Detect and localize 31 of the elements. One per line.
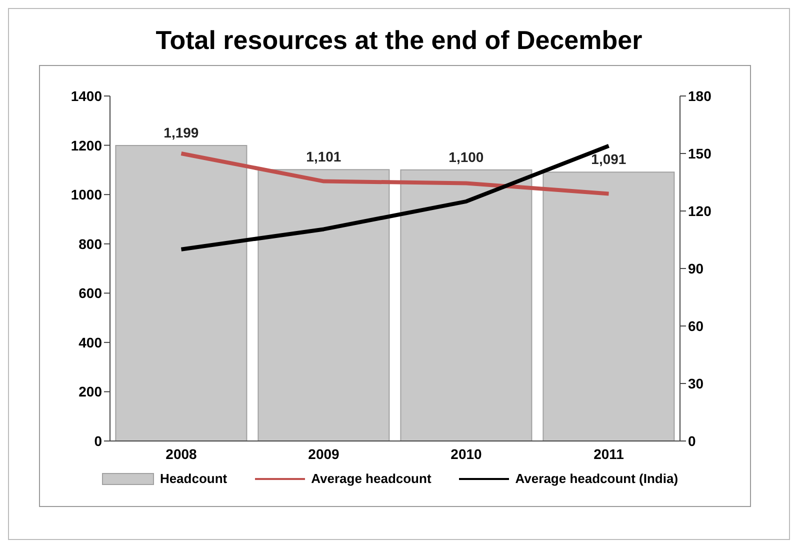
y-tick-label: 200 [78, 384, 102, 400]
x-tick-label: 2009 [308, 446, 340, 462]
data-label: 1,199 [164, 124, 199, 141]
x-tick-label: 2008 [166, 446, 198, 462]
chart-title: Total resources at the end of December [154, 25, 644, 57]
y-tick-label: 0 [94, 432, 102, 449]
y-tick-label: 800 [78, 236, 102, 252]
legend-label: Average headcount (India) [515, 471, 678, 486]
y2-tick-label: 30 [688, 375, 704, 392]
x-tick-label: 2011 [594, 446, 624, 462]
y-tick-label: 600 [78, 285, 102, 302]
y-tick-label: 1200 [70, 137, 102, 154]
x-tick-label: 2010 [450, 446, 482, 462]
y-tick-label: 1400 [70, 88, 102, 104]
y2-tick-label: 120 [688, 202, 712, 219]
legend-label: Headcount [160, 471, 228, 486]
bar [115, 145, 248, 441]
bar [258, 169, 390, 441]
data-label: 1,101 [306, 148, 342, 165]
y2-tick-label: 60 [688, 318, 704, 334]
bar [400, 169, 532, 441]
y2-tick-label: 180 [688, 88, 712, 104]
bar [542, 172, 675, 441]
y-tick-label: 400 [78, 334, 102, 350]
legend-label: Average headcount [311, 471, 432, 486]
data-label: 1,091 [591, 151, 626, 168]
y-tick-label: 1000 [70, 186, 102, 203]
y2-tick-label: 90 [688, 260, 704, 276]
data-label: 1,100 [448, 148, 484, 165]
y2-tick-label: 150 [688, 145, 712, 162]
y2-tick-label: 0 [688, 432, 696, 449]
